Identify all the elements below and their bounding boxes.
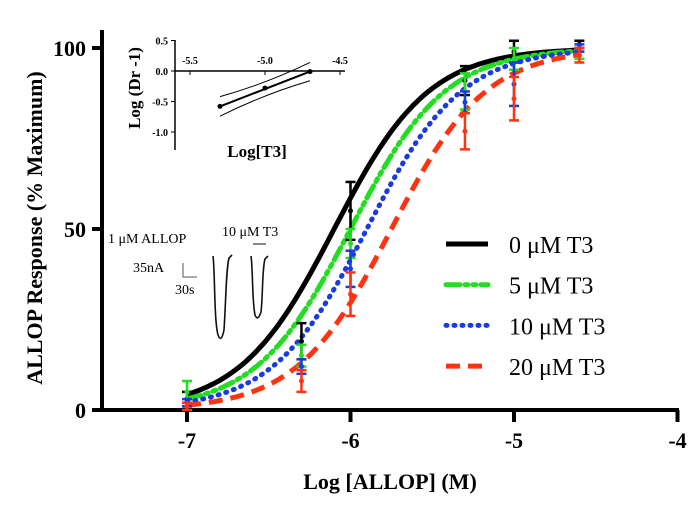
inset-y-tick-label: -0.5	[152, 98, 168, 109]
inset-x-axis-label: Log[T3]	[227, 142, 287, 161]
inset-schild-plot: -5.5 -5.0 -4.5 0.5 0.0 -0.5 -1.0	[152, 37, 348, 150]
inset-data-point	[262, 85, 268, 91]
data-point	[462, 99, 468, 105]
x-tick-label: -6	[341, 428, 359, 453]
trace-label-t3: 10 μM T3	[222, 225, 278, 240]
legend-label: 10 μM T3	[509, 314, 605, 340]
y-tick-label: 0	[75, 398, 86, 423]
legend-label: 5 μM T3	[509, 274, 593, 300]
y-tick-label: 50	[64, 217, 86, 242]
scale-time-label: 30s	[175, 283, 194, 298]
data-point	[184, 389, 190, 395]
inset-x-tick-label: -5.0	[257, 56, 273, 67]
data-point	[462, 128, 468, 134]
inset-data-point	[307, 69, 313, 75]
legend-label: 20 μM T3	[509, 355, 605, 381]
inset-y-axis-label: Log (Dr -1)	[125, 47, 144, 129]
data-point	[348, 266, 353, 272]
fit-curve-0	[186, 47, 580, 397]
data-point	[511, 56, 517, 62]
data-point	[576, 52, 582, 58]
data-point	[298, 353, 304, 359]
y-tick-label: 100	[53, 36, 86, 61]
x-axis-label: Log [ALLOP] (M)	[303, 469, 477, 494]
trace-label-allop: 1 μM ALLOP	[108, 232, 187, 247]
data-point	[184, 403, 190, 409]
x-tick-label: -4	[668, 428, 686, 453]
data-point	[348, 240, 353, 246]
inset-x-tick-label: -5.5	[182, 56, 198, 67]
data-point	[298, 378, 304, 384]
inset-confidence-lower	[219, 80, 311, 117]
data-point	[348, 291, 353, 297]
allop-t3-current-trace	[250, 255, 269, 319]
inset-y-tick-label: 0.0	[156, 67, 169, 78]
allop-current-trace	[212, 254, 233, 340]
data-point	[511, 96, 517, 102]
scale-bar	[182, 263, 197, 278]
x-tick-label: -7	[178, 428, 196, 453]
legend: 0 μM T3 5 μM T3 10 μM T3 20 μM T3	[443, 233, 605, 381]
data-points	[182, 39, 585, 412]
inset-confidence-upper	[219, 62, 311, 98]
inset-x-tick-label: -4.5	[332, 56, 348, 67]
inset-data-point	[217, 103, 223, 109]
x-tick-label: -5	[505, 428, 523, 453]
y-axis-label: ALLOP Response (% Maximum)	[22, 71, 47, 385]
current-trace-inset: 1 μM ALLOP 10 μM T3 35nA 30s	[108, 225, 278, 340]
inset-y-tick-label: -1.0	[152, 128, 168, 139]
data-point	[348, 208, 353, 214]
data-point	[298, 338, 304, 344]
scale-current-label: 35nA	[133, 261, 165, 276]
legend-label: 0 μM T3	[509, 233, 593, 259]
data-point	[298, 364, 304, 370]
inset-y-tick-label: 0.5	[156, 37, 169, 48]
